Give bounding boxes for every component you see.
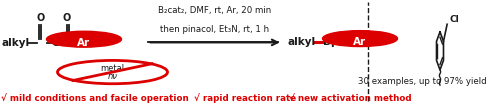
- Text: O: O: [37, 13, 45, 23]
- Circle shape: [46, 31, 122, 47]
- Text: Ar: Ar: [354, 37, 366, 47]
- Text: alkyl: alkyl: [1, 38, 29, 48]
- Text: O: O: [62, 13, 70, 23]
- Text: Cl: Cl: [450, 15, 460, 24]
- Text: Ar: Ar: [78, 38, 90, 48]
- Text: =: =: [374, 36, 384, 49]
- Text: metal: metal: [100, 64, 124, 73]
- Text: B₂cat₂, DMF, rt, Ar, 20 min: B₂cat₂, DMF, rt, Ar, 20 min: [158, 6, 272, 15]
- Text: Bpin: Bpin: [322, 37, 349, 47]
- Text: O: O: [52, 38, 60, 48]
- Circle shape: [322, 31, 398, 47]
- Text: then pinacol, Et₃N, rt, 1 h: then pinacol, Et₃N, rt, 1 h: [160, 25, 270, 34]
- Text: √ mild conditions and facile operation: √ mild conditions and facile operation: [1, 94, 192, 103]
- Text: √ rapid reaction rate: √ rapid reaction rate: [194, 94, 299, 103]
- Text: hν: hν: [108, 72, 118, 81]
- Text: alkyl: alkyl: [288, 37, 316, 47]
- Text: 30 examples, up to 97% yield: 30 examples, up to 97% yield: [358, 77, 487, 86]
- Text: √ new activation method: √ new activation method: [289, 94, 412, 103]
